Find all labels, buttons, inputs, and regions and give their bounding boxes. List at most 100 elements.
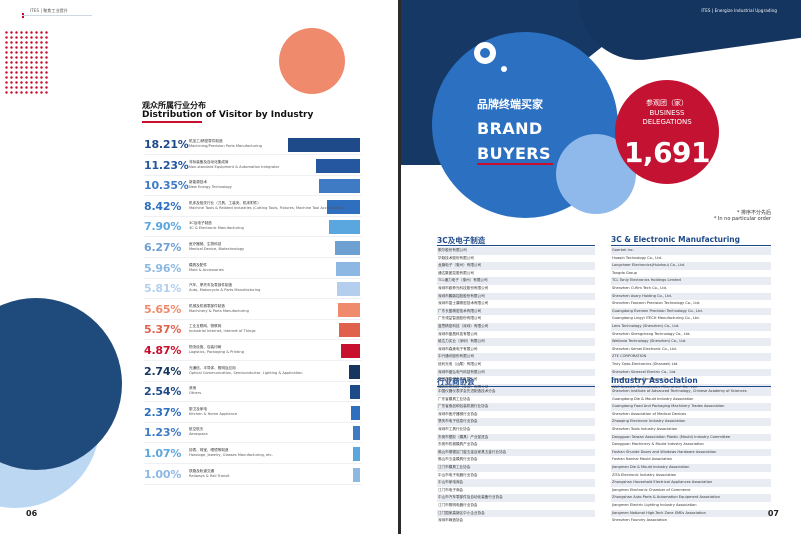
delegations-label-en-2: DELEGATIONS <box>642 118 692 126</box>
industry-row: 5.65% 机械及机械零部件制造 Machinery & Parts Manufac… <box>144 299 362 320</box>
industry-percent: 6.27% <box>144 241 182 254</box>
industry-label-en: Railways & Rail Transit <box>189 473 230 478</box>
industry-row: 1.00% 铁路及轨道交通 Railways & Rail Transit <box>144 464 362 485</box>
industry-percent: 1.07% <box>144 447 182 460</box>
brand-title: BRAND <box>477 119 543 138</box>
industry-bar <box>353 426 360 441</box>
industry-percent: 1.23% <box>144 426 182 440</box>
industry-percent: 2.37% <box>144 405 182 419</box>
industry-bar <box>336 261 360 276</box>
industry-row: 5.81% 汽车、摩托车及零部件制造 Auto, Motorcycle & Part… <box>144 278 362 300</box>
left-header: ITES | 聚焦工业提升 <box>30 8 68 13</box>
company-item-cn: 深圳市森美电子有限公司 <box>438 346 478 351</box>
association-item-cn: 中山市家电商会 <box>437 479 595 487</box>
industry-label-cn: 新能源技术 <box>189 180 207 185</box>
association-item-cn: 东莞市塑胶（模具）产业促进会 <box>437 433 595 442</box>
industry-percent: 10.35% <box>144 179 189 193</box>
navy-circle-decoration <box>0 298 122 470</box>
industry-bar <box>349 385 360 400</box>
industry-percent: 11.23% <box>144 158 189 172</box>
company-item-en: Shenzhen Sinexcel Electric Co., Ltd. <box>611 368 771 377</box>
industry-row: 5.96% 模具及配件 Mold & Accessories <box>144 258 362 279</box>
industry-row: 18.21% 机加工/精密零件制造 Machining/Precision Part… <box>144 134 362 155</box>
industry-label: 机床及相关行业（刀具、工装夹、机床附件） Machine Tools & Rela… <box>189 201 359 211</box>
header-rule <box>22 15 92 16</box>
industry-label-cn: 铁路及轨道交通 <box>189 468 215 473</box>
association-item-cn: 东莞市机械模具产业协会 <box>438 442 478 447</box>
industry-label-cn: 医疗器械、生物科技 <box>189 242 222 246</box>
industry-label-en: Kitchen & Home Appliance <box>189 411 238 416</box>
industry-label-cn: 钟表、珠宝、眼镜等制造 <box>189 448 229 452</box>
company-item-en: Shenzhen Foxconn Precision Technology Co… <box>612 301 701 306</box>
company-item-cn: 深圳市盛昌科技有限公司 <box>438 331 478 336</box>
industry-row: 8.42% 机床及相关行业（刀具、工装夹、机床附件） Machine Tools &… <box>144 196 362 217</box>
industry-label-cn: 机加工/精密零件制造 <box>189 139 223 143</box>
industry-row: 5.37% 工业互联网、物联网 Industrial Internet, Inter… <box>144 319 362 341</box>
association-item-en: Shenzhen Foundry Association <box>612 518 668 523</box>
company-item-en: Huaqin Technology Co., Ltd. <box>612 255 663 260</box>
industry-bar <box>288 138 360 152</box>
company-item-en: Guangdong Everwin Precision Technology C… <box>611 307 771 316</box>
list-3c-cn: 歌尔股份有限公司 华勤技术股份有限公司 龙旗电子（惠州）有限公司 通达集团控股有限公司… <box>437 247 595 392</box>
industry-label-en: Horologe, Jewelry, Glasses Manufacturing… <box>189 453 273 457</box>
association-item-cn: 江门市模具工业协会 <box>437 463 595 472</box>
company-item-cn: 蓝思精密科技（深圳）有限公司 <box>437 322 595 331</box>
industry-label-cn: 物流设施、包装印刷 <box>189 345 222 349</box>
association-item-en: Foshan Nanhai Mould Association <box>612 457 673 462</box>
industry-label: 3C及电子制造 3C & Electronic Manufacturing <box>189 221 359 231</box>
industry-label-cn: 机械及机械零部件制造 <box>189 303 225 308</box>
association-item-en: Jiangmen Electronic Chamber of Commerce <box>612 487 691 492</box>
association-item-en: Shenzhen Association of Medical Devices <box>612 411 687 416</box>
industry-percent: 2.54% <box>144 385 182 399</box>
association-item-en: Dongguan Taiwan Association Plastic (Mou… <box>611 433 771 442</box>
company-item-en: Shenzhen Konka Electronics Co., Ltd. <box>612 377 679 382</box>
industry-label-cn: 模具及配件 <box>189 262 207 267</box>
industry-row: 10.35% 新能源技术 New Energy Technology <box>144 175 362 197</box>
company-item-en: Shenzhen Avary Holding Co., Ltd. <box>611 292 771 301</box>
industry-label: 医疗器械、生物科技 Medical Device, Biotechnology <box>189 242 359 252</box>
industry-label: 新能源技术 New Energy Technology <box>189 180 359 190</box>
company-item-cn: 华勤技术股份有限公司 <box>438 255 474 260</box>
association-item-cn: 江门市电子商会 <box>438 487 464 492</box>
industry-bar <box>340 344 360 358</box>
association-item-cn: 中国仪器仪表学会先进制造技术分会 <box>437 388 595 396</box>
industry-label: 物流设施、包装印刷 Logistics, Packaging & Printing <box>189 345 359 355</box>
industry-row: 2.74% 光通信、半导体、照明及应用 Optical Communication,… <box>144 361 362 382</box>
industry-label: 光通信、半导体、照明及应用 Optical Communication, Semi… <box>189 366 359 376</box>
industry-label: 机械及机械零部件制造 Machinery & Parts Manufacturin… <box>189 304 359 314</box>
association-item-cn: 江门市照明电器行业协会 <box>438 502 478 507</box>
association-item-cn: 江门国家高新区中小企业协会 <box>437 509 595 518</box>
company-item-cn: TCL通力电子（惠州）有限公司 <box>437 277 595 285</box>
industry-label-en: Machining/Precision Parts Manufacturing <box>189 144 262 148</box>
industry-bar <box>326 199 360 214</box>
association-item-en: Jiangmen National High-Tech Zone SMEs As… <box>611 509 771 518</box>
industry-label-cn: 厨卫及家电 <box>189 406 207 411</box>
association-item-cn: 深圳市工具行业协会 <box>438 426 471 431</box>
company-item-en: Shenzhen Shengchang Technology Co., Ltd. <box>612 331 691 336</box>
industry-label-en: Non-standard Equipment & Automation Inte… <box>189 164 280 169</box>
association-item-en: ZITA Electronic Industry Association <box>612 472 677 477</box>
company-item-cn: 深圳市富士康精密技术有限公司 <box>438 301 489 306</box>
industry-bar <box>337 302 360 317</box>
buyers-underline <box>477 163 553 165</box>
company-item-en: Lens Technology (Shenzhen) Co., Ltd. <box>611 322 771 331</box>
right-page: ITES | Energize Industrial Upgrading 品牌终… <box>401 0 801 534</box>
industry-bar <box>349 364 360 379</box>
industry-bar <box>335 241 360 255</box>
company-item-cn: 深圳市盛弘电气科技有限公司 <box>437 368 595 377</box>
association-item-en: Zhongshan Auto Parts & Automation Equipm… <box>611 494 771 502</box>
company-item-cn: 广东领益智造股份有限公司 <box>438 316 482 321</box>
company-item-cn: 通达集团控股有限公司 <box>438 270 474 275</box>
industry-percent: 2.74% <box>144 364 182 378</box>
company-item-en: Guangdong Lingyi iTECH Manufacturing Co.… <box>612 316 700 321</box>
industry-label: 航空航天 Aerospace <box>189 427 359 437</box>
order-note-en: * In no particular order <box>713 216 771 222</box>
industry-label-cn: 其他 <box>189 386 197 391</box>
association-item-cn: 深圳市铸造协会 <box>438 518 464 523</box>
industry-label-en: Auto, Motorcycle & Parts Manufacturing <box>189 288 261 293</box>
industry-bar <box>353 467 360 482</box>
association-item-en: Guangdong Die & Mould Industry Associati… <box>612 396 694 401</box>
delegations-label-cn: 参观团（家） <box>646 99 688 107</box>
industry-label-en: Industrial Internet, Internet of Things <box>189 329 256 334</box>
association-item-cn: 中山市电子电器行业协会 <box>438 472 478 477</box>
